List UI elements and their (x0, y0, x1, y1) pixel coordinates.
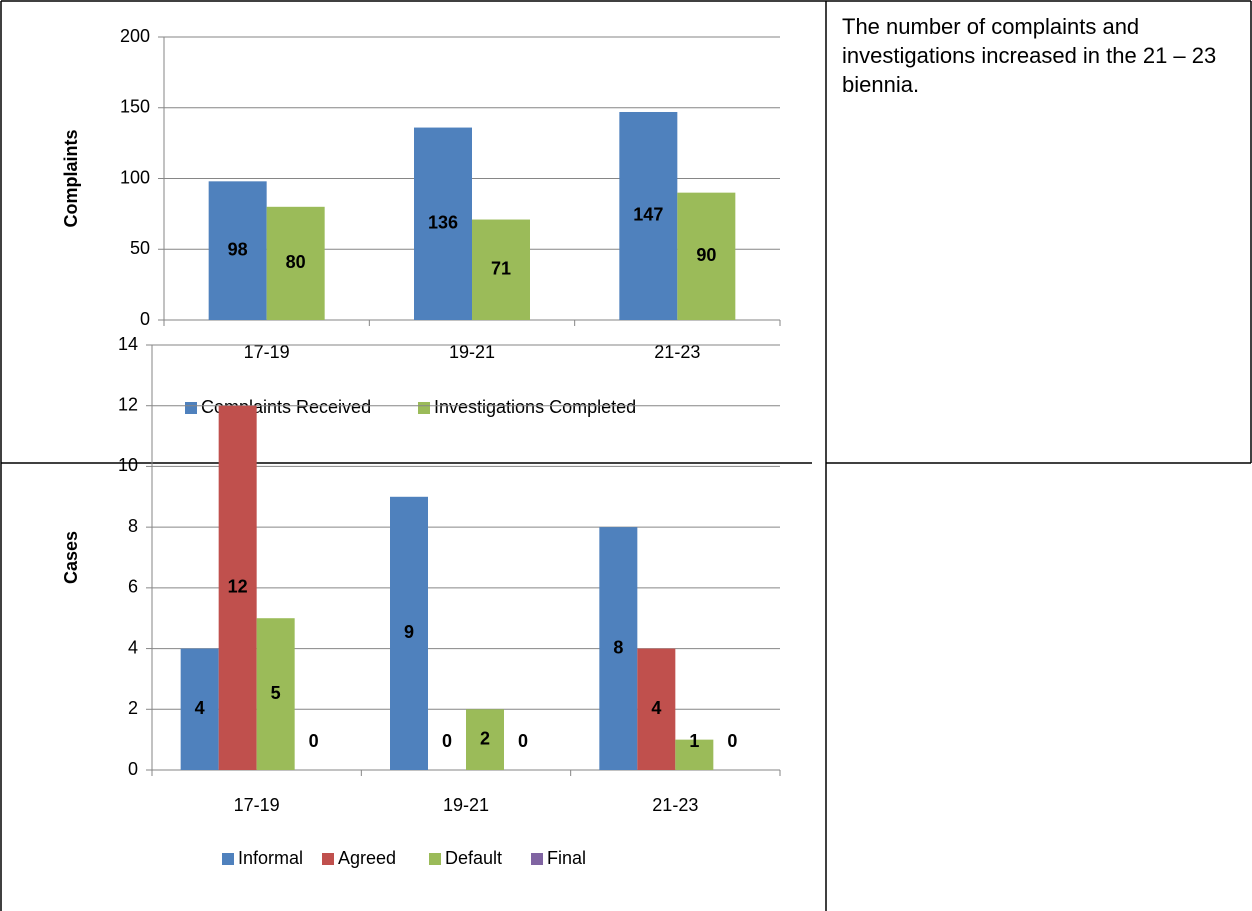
x-tick-label: 21-23 (652, 795, 698, 815)
data-label: 90 (696, 245, 716, 265)
data-label: 5 (271, 683, 281, 703)
data-label: 1 (689, 731, 699, 751)
bar (472, 219, 530, 320)
bar (266, 206, 325, 320)
legend-swatch (418, 402, 430, 414)
legend-label: Default (445, 848, 502, 868)
legend-swatch (531, 853, 543, 865)
data-label: 80 (286, 252, 306, 272)
x-tick-label: 17-19 (244, 342, 290, 362)
legend-swatch (429, 853, 441, 865)
x-tick-label: 21-23 (654, 342, 700, 362)
data-label: 98 (228, 239, 248, 259)
y-tick-label: 12 (118, 394, 138, 414)
legend-swatch (185, 402, 197, 414)
data-label: 0 (309, 731, 319, 751)
bar (677, 192, 736, 320)
y-tick-label: 8 (128, 516, 138, 536)
bar (466, 709, 504, 770)
y-tick-label: 150 (120, 97, 150, 117)
y-tick-label: 0 (128, 759, 138, 779)
bar (256, 618, 295, 770)
data-label: 2 (480, 728, 490, 748)
bar (180, 648, 219, 770)
y-tick-label: 4 (128, 637, 138, 657)
data-label: 0 (518, 731, 528, 751)
data-label: 12 (228, 577, 248, 597)
y-axis-label: Complaints (61, 129, 81, 227)
legend-label: Final (547, 848, 586, 868)
y-tick-label: 14 (118, 334, 138, 354)
bar (390, 496, 428, 770)
x-tick-label: 19-21 (449, 342, 495, 362)
y-tick-label: 50 (130, 238, 150, 258)
data-label: 8 (613, 637, 623, 657)
bar (414, 127, 472, 320)
y-tick-label: 6 (128, 577, 138, 597)
y-axis-label: Cases (61, 531, 81, 584)
bar (208, 181, 267, 320)
data-label: 9 (404, 622, 414, 642)
data-label: 147 (633, 205, 663, 225)
note-text: The number of complaints and investigati… (842, 14, 1217, 97)
x-tick-label: 19-21 (443, 795, 489, 815)
legend-label: Investigations Completed (434, 397, 636, 417)
data-label: 71 (491, 259, 511, 279)
legend-label: Informal (238, 848, 303, 868)
data-label: 4 (195, 698, 205, 718)
legend-label: Agreed (338, 848, 396, 868)
y-tick-label: 2 (128, 698, 138, 718)
bar (599, 527, 638, 770)
data-label: 0 (442, 731, 452, 751)
y-tick-label: 200 (120, 26, 150, 46)
y-tick-label: 100 (120, 167, 150, 187)
y-tick-label: 10 (118, 455, 138, 475)
data-label: 0 (727, 731, 737, 751)
x-tick-label: 17-19 (234, 795, 280, 815)
data-label: 136 (428, 213, 458, 233)
legend-swatch (222, 853, 234, 865)
data-label: 4 (651, 698, 661, 718)
bar (637, 648, 676, 770)
legend-swatch (322, 853, 334, 865)
bar (675, 739, 714, 770)
bar (218, 405, 257, 770)
bar (619, 111, 678, 321)
y-tick-label: 0 (140, 309, 150, 329)
